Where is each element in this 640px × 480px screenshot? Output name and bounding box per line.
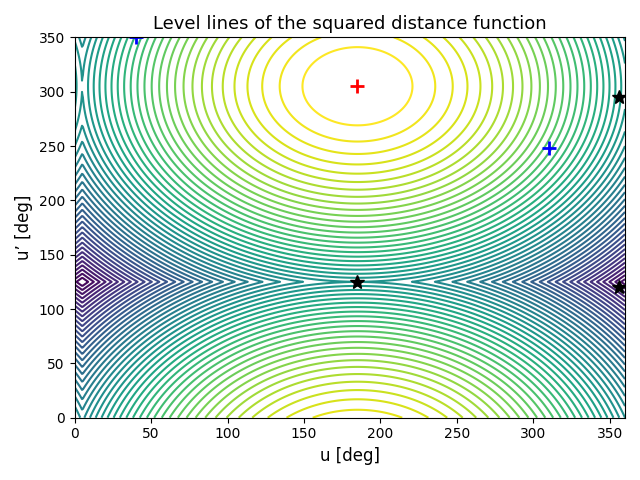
Y-axis label: u’ [deg]: u’ [deg] xyxy=(15,195,33,260)
X-axis label: u [deg]: u [deg] xyxy=(320,447,380,465)
Title: Level lines of the squared distance function: Level lines of the squared distance func… xyxy=(153,15,547,33)
